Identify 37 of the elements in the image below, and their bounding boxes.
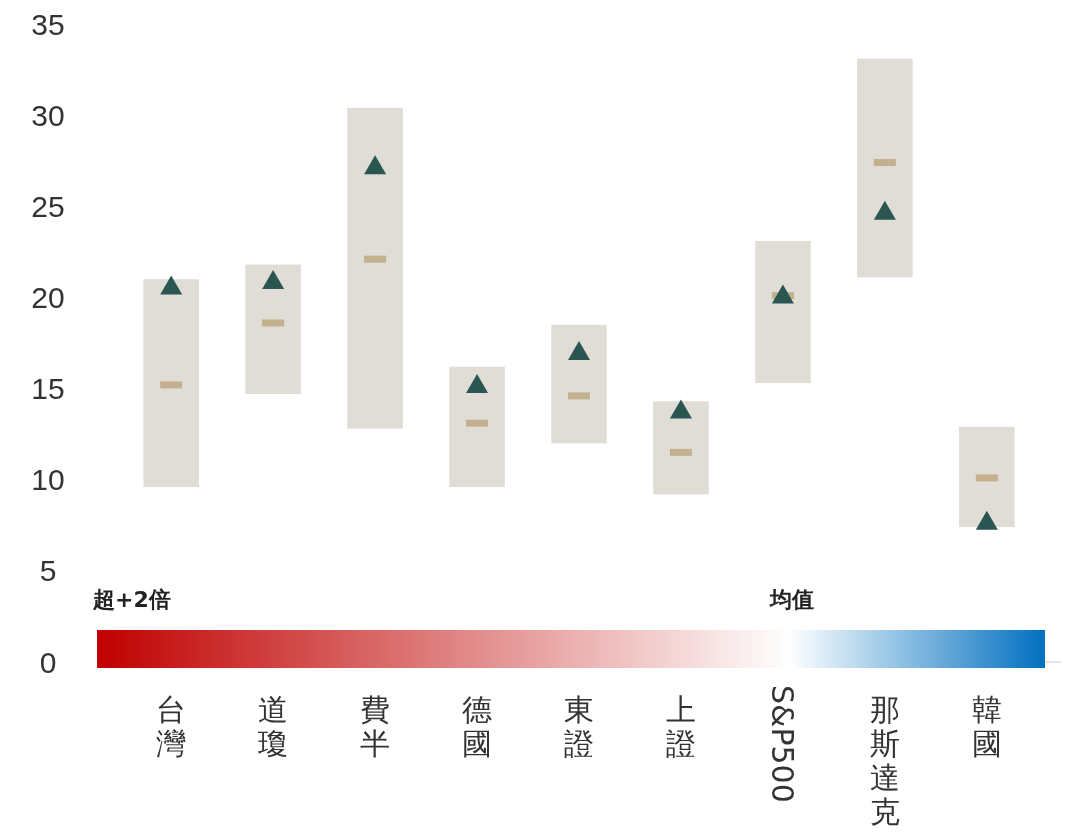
y-tick-label: 20 <box>31 280 65 314</box>
y-tick-label: 10 <box>31 463 65 497</box>
x-tick-label: 上證 <box>665 692 696 761</box>
x-tick-label: 那斯達克 <box>869 692 900 829</box>
y-tick-label: 30 <box>31 98 65 132</box>
x-tick-label: 東證 <box>564 692 594 761</box>
bar <box>551 324 607 444</box>
annotation: 超+2倍 <box>92 587 171 612</box>
y-tick-label: 15 <box>31 372 65 406</box>
y-tick-label: 25 <box>31 189 65 223</box>
bar <box>347 107 403 429</box>
y-tick-label: 35 <box>31 7 65 41</box>
annotation: 均值 <box>769 587 814 612</box>
bar <box>245 264 301 395</box>
x-tick-label: 道瓊 <box>258 692 289 761</box>
point <box>160 275 183 295</box>
x-tick-label: 費半 <box>360 692 391 761</box>
bar <box>959 426 1015 528</box>
x-tick-label: 韓國 <box>971 692 1002 761</box>
point <box>975 510 998 530</box>
bar <box>449 366 505 488</box>
x-tick-label: S&P500 <box>764 685 800 803</box>
point <box>466 373 489 393</box>
x-tick-label: 台灣 <box>156 692 187 761</box>
point <box>771 284 794 304</box>
bar <box>653 401 709 495</box>
y-tick-label: 5 <box>39 554 57 588</box>
point <box>669 399 692 419</box>
y-tick-label: 0 <box>39 645 57 679</box>
bar <box>755 240 811 384</box>
bar <box>857 58 913 278</box>
point <box>873 200 896 220</box>
point <box>568 341 590 361</box>
point <box>364 155 387 175</box>
x-tick-label: 德國 <box>462 692 493 761</box>
point <box>262 270 285 290</box>
bar <box>143 279 199 488</box>
